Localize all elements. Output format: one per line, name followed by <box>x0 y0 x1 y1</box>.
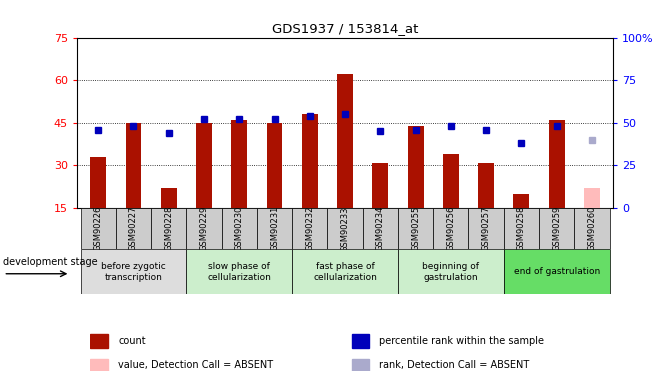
Bar <box>80 249 186 294</box>
Bar <box>513 194 529 208</box>
Bar <box>186 208 222 249</box>
Bar <box>574 208 610 249</box>
Bar <box>292 208 328 249</box>
Bar <box>373 163 388 208</box>
Bar <box>328 208 362 249</box>
Bar <box>398 249 504 294</box>
Text: before zygotic
transcription: before zygotic transcription <box>101 262 166 282</box>
Bar <box>151 208 186 249</box>
Text: end of gastrulation: end of gastrulation <box>513 267 600 276</box>
Bar <box>196 123 212 208</box>
Bar <box>302 114 318 208</box>
Text: GSM90260: GSM90260 <box>588 206 596 251</box>
Bar <box>352 358 369 372</box>
Bar <box>504 208 539 249</box>
Bar <box>398 208 433 249</box>
Text: GSM90227: GSM90227 <box>129 206 138 251</box>
Text: GSM90230: GSM90230 <box>234 206 244 251</box>
Text: GSM90231: GSM90231 <box>270 206 279 251</box>
Title: GDS1937 / 153814_at: GDS1937 / 153814_at <box>272 22 418 35</box>
Bar <box>539 208 574 249</box>
Bar <box>257 208 292 249</box>
Bar <box>231 120 247 208</box>
Text: GSM90226: GSM90226 <box>94 206 103 251</box>
Bar <box>90 358 108 372</box>
Text: GSM90233: GSM90233 <box>340 206 350 252</box>
Text: beginning of
gastrulation: beginning of gastrulation <box>422 262 479 282</box>
Text: development stage: development stage <box>3 257 98 267</box>
Bar <box>407 126 423 208</box>
Bar <box>433 208 468 249</box>
Text: GSM90229: GSM90229 <box>200 206 208 251</box>
Bar <box>478 163 494 208</box>
Bar <box>125 123 141 208</box>
Text: percentile rank within the sample: percentile rank within the sample <box>379 336 545 346</box>
Bar <box>161 188 177 208</box>
Bar <box>267 123 283 208</box>
Bar <box>292 249 398 294</box>
Text: GSM90257: GSM90257 <box>482 206 490 251</box>
Bar <box>337 75 353 208</box>
Bar <box>90 157 106 208</box>
Bar <box>186 249 292 294</box>
Text: value, Detection Call = ABSENT: value, Detection Call = ABSENT <box>118 360 273 370</box>
Bar <box>90 334 108 348</box>
Text: GSM90258: GSM90258 <box>517 206 526 251</box>
Bar <box>362 208 398 249</box>
Text: GSM90228: GSM90228 <box>164 206 174 251</box>
Text: GSM90255: GSM90255 <box>411 206 420 251</box>
Text: count: count <box>118 336 146 346</box>
Bar <box>352 334 369 348</box>
Bar <box>549 120 565 208</box>
Text: fast phase of
cellularization: fast phase of cellularization <box>313 262 377 282</box>
Bar <box>116 208 151 249</box>
Bar <box>443 154 459 208</box>
Bar <box>504 249 610 294</box>
Bar <box>80 208 116 249</box>
Text: GSM90234: GSM90234 <box>376 206 385 251</box>
Text: slow phase of
cellularization: slow phase of cellularization <box>207 262 271 282</box>
Text: rank, Detection Call = ABSENT: rank, Detection Call = ABSENT <box>379 360 530 370</box>
Bar <box>468 208 504 249</box>
Bar <box>222 208 257 249</box>
Text: GSM90259: GSM90259 <box>552 206 561 251</box>
Bar <box>584 188 600 208</box>
Text: GSM90256: GSM90256 <box>446 206 456 251</box>
Text: GSM90232: GSM90232 <box>306 206 314 251</box>
